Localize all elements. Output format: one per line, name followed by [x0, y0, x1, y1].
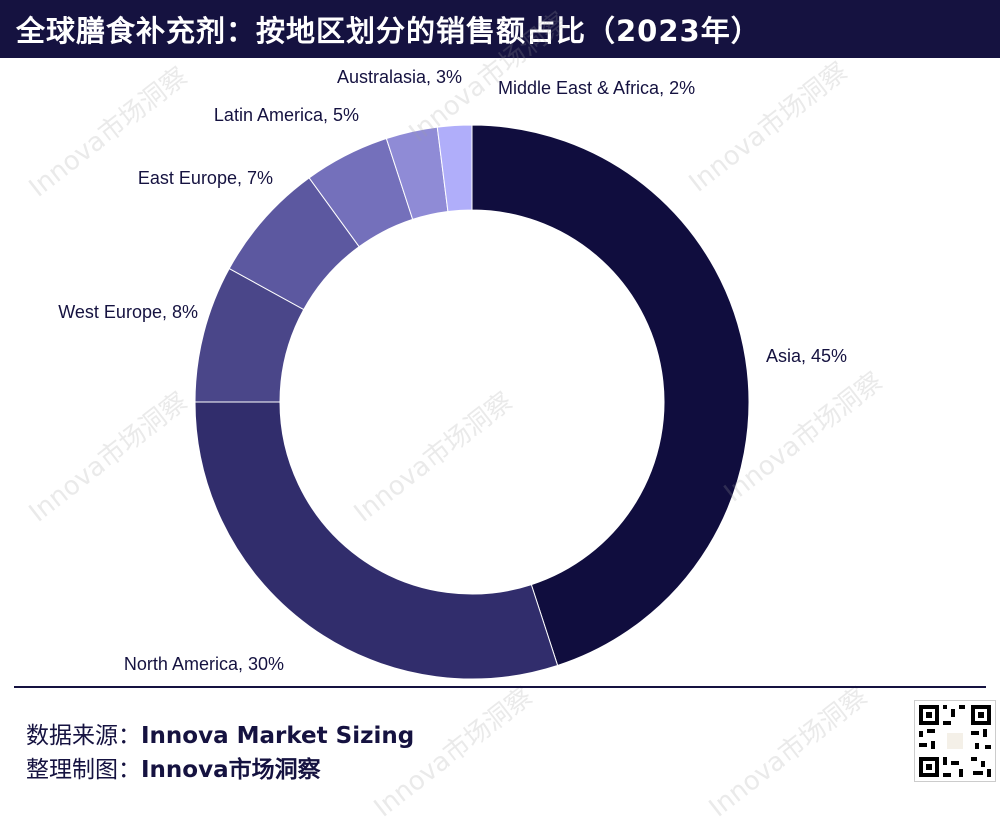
footer-source: 数据来源：Innova Market Sizing	[26, 716, 414, 750]
slice-label: Latin America, 5%	[214, 105, 359, 125]
footer-divider	[14, 686, 986, 688]
watermark-7: Innova市场洞察	[368, 681, 539, 824]
slice-label: Asia, 45%	[766, 346, 847, 366]
donut-chart: Asia, 45% North America, 30% West Europe, …	[58, 67, 847, 680]
slice-label: East Europe, 7%	[138, 168, 273, 188]
donut-slice	[194, 401, 559, 680]
slice-label: Australasia, 3%	[337, 67, 462, 87]
footer-source-value: Innova Market Sizing	[141, 723, 415, 749]
footer-made-value: Innova市场洞察	[141, 757, 321, 783]
qr-code	[914, 700, 996, 782]
footer-made-label: 整理制图：	[26, 757, 141, 783]
donut-slice	[471, 124, 750, 667]
watermark-8: Innova市场洞察	[703, 681, 874, 824]
donut-slice	[436, 124, 473, 213]
slice-label: North America, 30%	[124, 654, 284, 674]
slice-label: West Europe, 8%	[58, 302, 198, 322]
footer-made: 整理制图：Innova市场洞察	[26, 750, 321, 784]
slice-label: Middle East & Africa, 2%	[498, 78, 695, 98]
chart-title-bar: 全球膳食补充剂：按地区划分的销售额占比（2023年）	[0, 0, 1000, 58]
footer-source-label: 数据来源：	[26, 723, 141, 749]
chart-title: 全球膳食补充剂：按地区划分的销售额占比（2023年）	[16, 14, 761, 48]
qr-code-graphic	[919, 705, 991, 777]
